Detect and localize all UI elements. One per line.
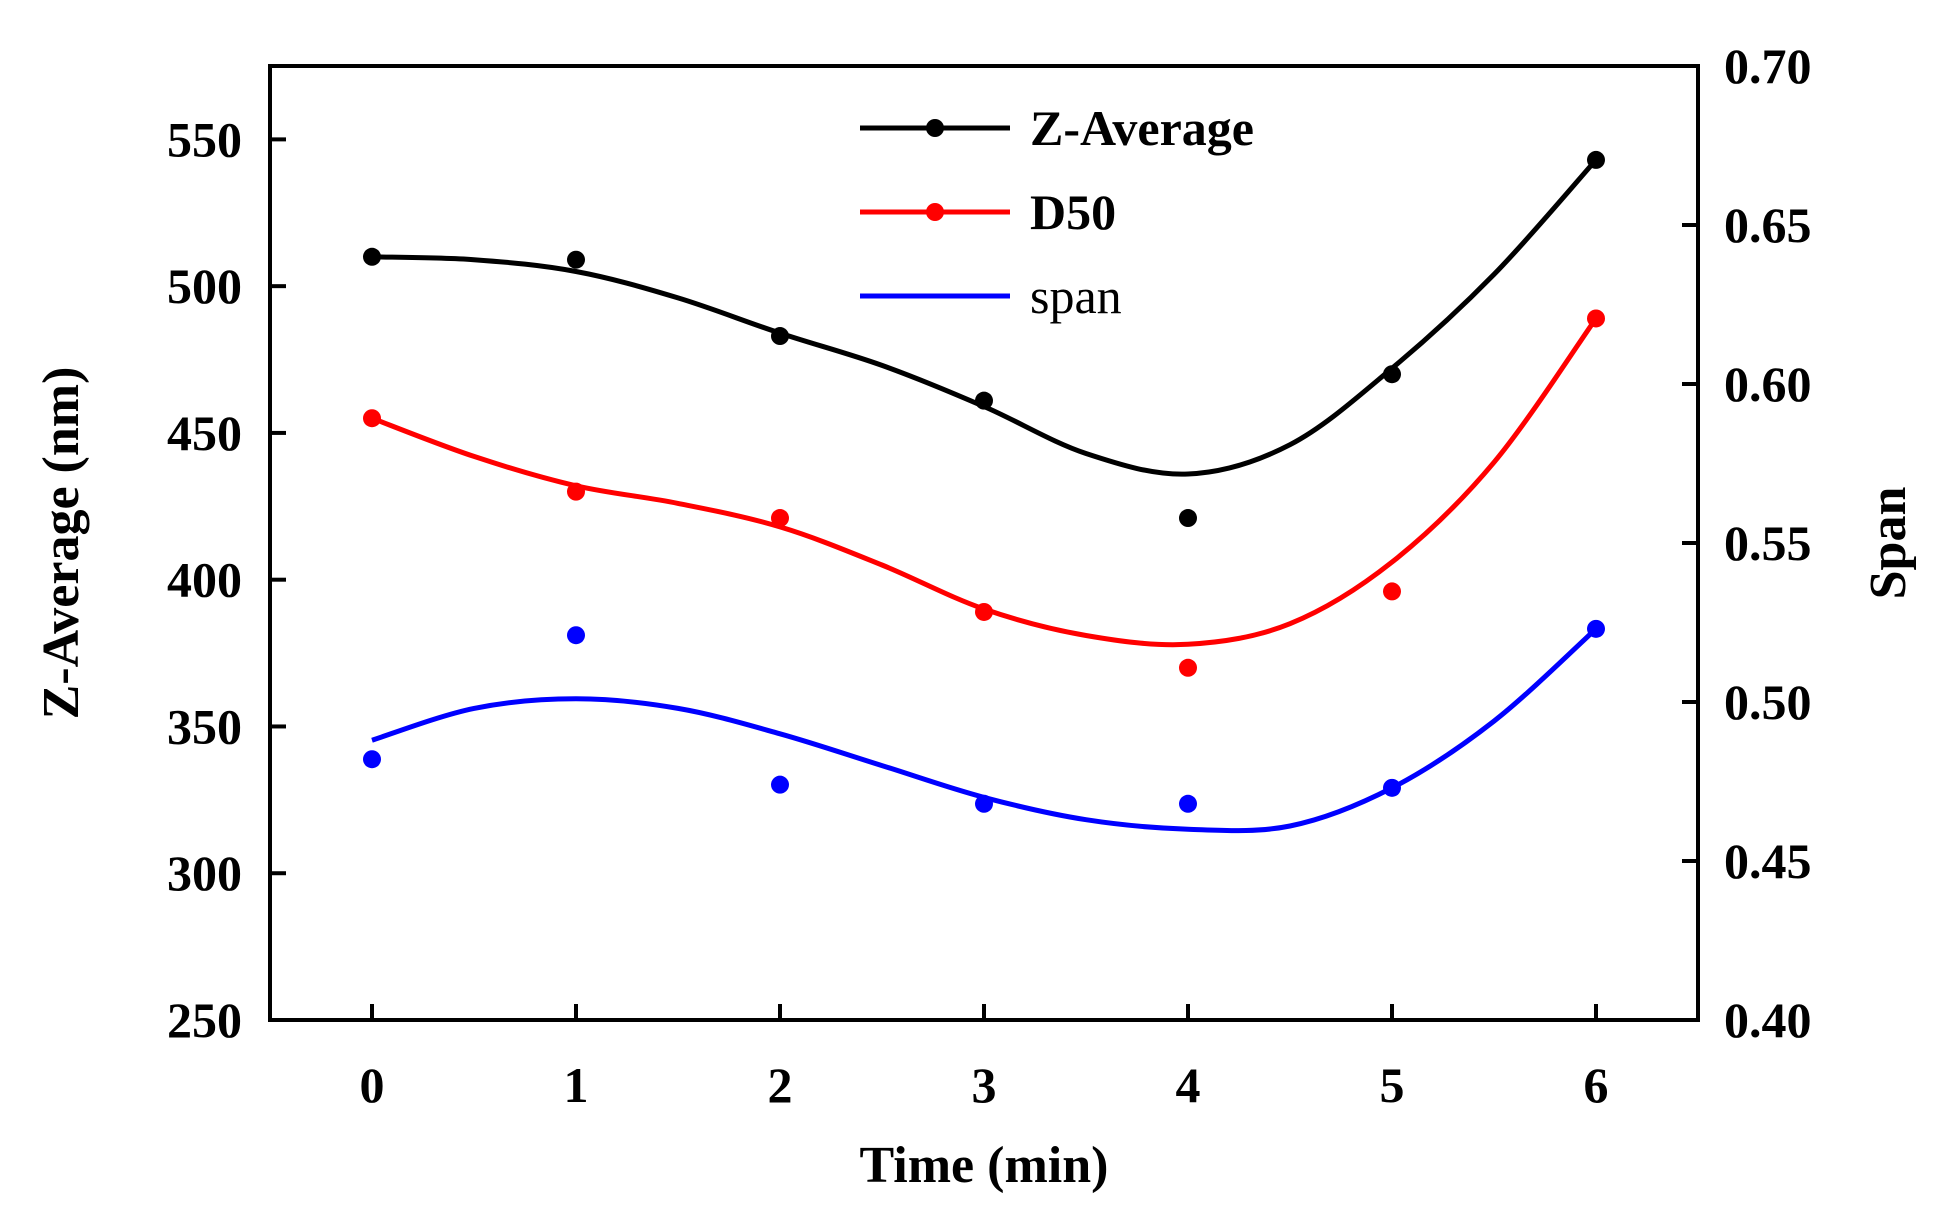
series-z-average (363, 150, 1605, 528)
y-tick-label: 450 (167, 405, 242, 461)
series-span-point (567, 626, 585, 645)
y-tick-label: 400 (167, 552, 242, 608)
y-tick-label: 250 (167, 992, 242, 1048)
y2-tick-label: 0.40 (1724, 992, 1812, 1048)
y2-tick-label: 0.45 (1724, 833, 1812, 889)
y2-tick-label: 0.60 (1724, 356, 1812, 412)
series-z-average-point (567, 250, 585, 269)
x-tick-label: 4 (1176, 1057, 1201, 1113)
x-tick-label: 1 (564, 1057, 589, 1113)
y2-axis-title: Span (1860, 487, 1917, 600)
y-axis-ticks: 250 300 350 400 450 500 550 (167, 111, 286, 1048)
y-tick-label: 550 (167, 111, 242, 167)
legend-item-z-average: Z-Average (860, 100, 1254, 156)
y-tick-label: 500 (167, 258, 242, 314)
x-tick-label: 2 (768, 1057, 793, 1113)
y2-tick-label: 0.50 (1724, 674, 1812, 730)
x-tick-label: 6 (1584, 1057, 1609, 1113)
series-z-average-point (363, 247, 381, 266)
series-d50-point (1179, 658, 1197, 677)
y-tick-label: 300 (167, 845, 242, 901)
x-tick-label: 5 (1380, 1057, 1405, 1113)
legend-z-average-marker (926, 119, 944, 137)
series-z-average-point (1383, 365, 1401, 384)
series-d50-point (363, 409, 381, 428)
legend-d50-marker (926, 203, 944, 221)
series-d50-fit-line (371, 316, 1599, 648)
series-span-point (975, 794, 993, 813)
y2-tick-label: 0.55 (1724, 515, 1812, 571)
y-tick-label: 350 (167, 698, 242, 754)
x-axis-title: Time (min) (860, 1137, 1109, 1194)
series-z-average-point (771, 327, 789, 346)
legend-item-d50: D50 (860, 184, 1116, 240)
x-tick-label: 0 (360, 1057, 385, 1113)
legend-item-span: span (860, 268, 1122, 324)
series-z-average-point (1179, 509, 1197, 528)
x-tick-label: 3 (972, 1057, 997, 1113)
series-span (363, 619, 1605, 834)
series-d50-point (1587, 309, 1605, 328)
series-d50-point (975, 602, 993, 621)
series-span-point (1383, 778, 1401, 797)
series-z-average-fit-line (371, 158, 1598, 477)
series-d50-point (1383, 582, 1401, 601)
series-span-point (1179, 794, 1197, 813)
series-span-point (1587, 619, 1605, 638)
series-d50-point (567, 482, 585, 501)
series-z-average-point (1587, 150, 1605, 169)
legend: Z-Average D50 span (860, 100, 1254, 324)
legend-d50-label: D50 (1030, 184, 1116, 240)
x-axis-ticks: 0 1 2 3 4 5 6 (360, 1004, 1609, 1113)
y2-axis-ticks: 0.40 0.45 0.50 0.55 0.60 0.65 0.70 (1682, 38, 1812, 1048)
series-span-point (771, 775, 789, 794)
y-axis-title: Z-Average (nm) (33, 367, 90, 720)
y2-tick-label: 0.65 (1724, 197, 1812, 253)
series-z-average-point (975, 391, 993, 410)
legend-span-label: span (1030, 268, 1122, 324)
series-d50 (363, 309, 1605, 677)
plot-frame (268, 64, 1700, 1022)
legend-z-average-label: Z-Average (1030, 100, 1254, 156)
series-d50-point (771, 509, 789, 528)
series-layer (363, 150, 1605, 834)
y2-tick-label: 0.70 (1724, 38, 1812, 94)
series-span-point (363, 750, 381, 769)
